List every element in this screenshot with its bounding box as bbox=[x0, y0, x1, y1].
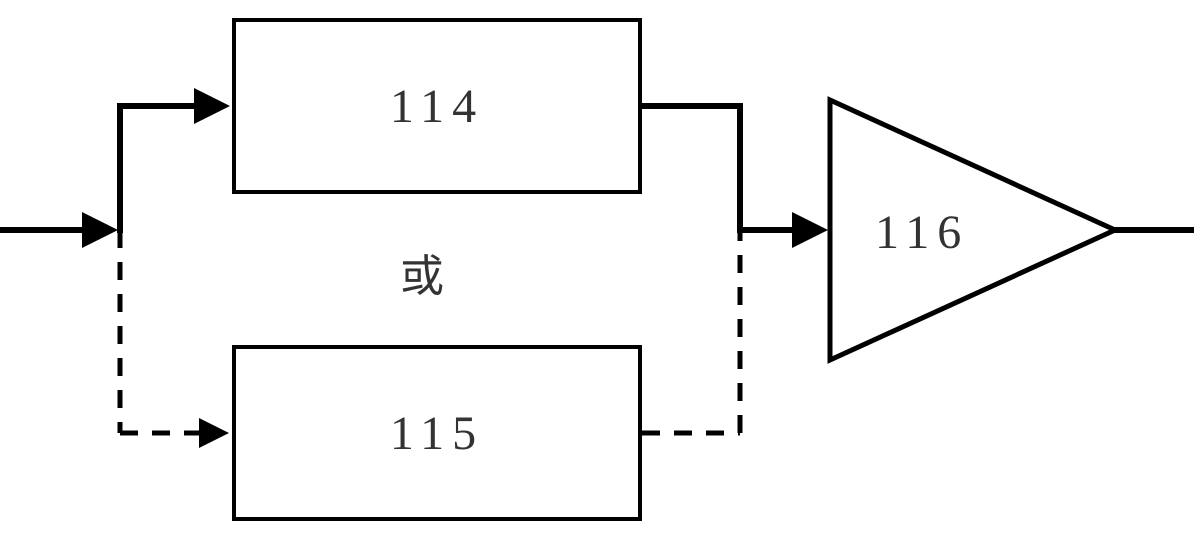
block-115: 115 bbox=[232, 345, 642, 521]
or-label: 或 bbox=[400, 240, 444, 304]
block-114-label: 114 bbox=[390, 79, 484, 134]
amplifier-label: 116 bbox=[875, 205, 969, 260]
diagram-container: 114 115 或 116 bbox=[0, 0, 1194, 541]
amplifier-triangle bbox=[830, 100, 1115, 360]
block-115-label: 115 bbox=[390, 406, 484, 461]
block-114: 114 bbox=[232, 18, 642, 194]
